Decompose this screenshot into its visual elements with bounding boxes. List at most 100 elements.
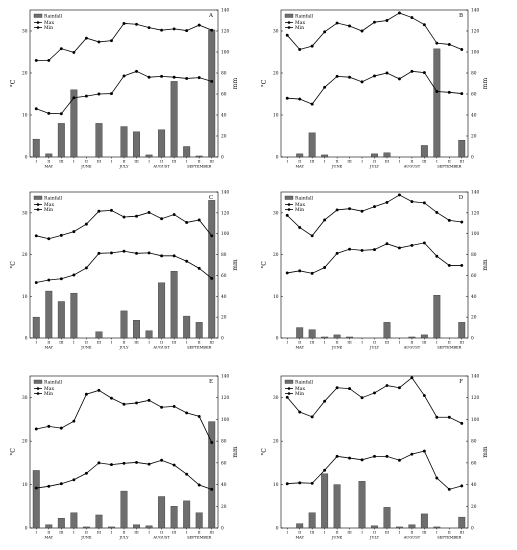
decade-label: I bbox=[36, 160, 38, 164]
decade-label: II bbox=[123, 531, 126, 535]
min-point bbox=[147, 251, 151, 255]
legend-rainfall-swatch bbox=[33, 195, 43, 200]
max-point bbox=[147, 398, 151, 402]
decade-label: II bbox=[47, 531, 50, 535]
decade-label: III bbox=[347, 531, 352, 535]
min-point bbox=[360, 458, 364, 462]
y-left-title: °C bbox=[10, 448, 17, 456]
max-point bbox=[97, 388, 101, 392]
decade-label: II bbox=[198, 531, 201, 535]
max-point bbox=[285, 395, 289, 399]
max-temperature-line bbox=[36, 23, 212, 61]
min-point bbox=[72, 96, 76, 100]
decade-label: I bbox=[186, 531, 188, 535]
decade-label: I bbox=[436, 160, 438, 164]
decade-label: III bbox=[97, 160, 102, 164]
max-temperature-line bbox=[286, 194, 462, 237]
legend-max-label: Max bbox=[44, 20, 54, 26]
decade-label: I bbox=[436, 341, 438, 345]
max-point bbox=[348, 24, 352, 28]
max-point bbox=[360, 29, 364, 33]
max-point bbox=[310, 234, 314, 238]
max-point bbox=[298, 410, 302, 414]
right-tick-label: 20 bbox=[221, 505, 227, 510]
max-point bbox=[47, 237, 51, 241]
max-point bbox=[360, 209, 364, 213]
legend-rainfall-swatch bbox=[33, 13, 43, 18]
decade-label: II bbox=[160, 531, 163, 535]
legend-max-marker bbox=[36, 203, 40, 206]
right-tick-label: 60 bbox=[471, 93, 477, 98]
rainfall-bar bbox=[170, 506, 178, 529]
right-tick-label: 140 bbox=[221, 191, 229, 196]
decade-label: II bbox=[373, 531, 376, 535]
max-point bbox=[285, 213, 289, 217]
legend-max-label: Max bbox=[295, 386, 305, 392]
left-tick-label: 20 bbox=[22, 72, 28, 77]
min-temperature-line bbox=[287, 242, 462, 274]
rainfall-bar bbox=[145, 154, 153, 158]
min-point bbox=[122, 74, 126, 78]
max-point bbox=[410, 200, 414, 204]
right-tick-label: 40 bbox=[471, 483, 477, 488]
month-label: SEPTEMBER bbox=[437, 346, 461, 350]
min-point bbox=[410, 452, 414, 456]
max-point bbox=[373, 391, 376, 395]
month-label: JULY bbox=[119, 346, 130, 350]
panel-letter: F bbox=[459, 379, 463, 385]
legend-max-marker bbox=[36, 21, 40, 24]
right-tick-label: 120 bbox=[221, 30, 229, 35]
left-tick-label: 10 bbox=[273, 114, 279, 119]
min-point bbox=[197, 76, 201, 80]
min-point bbox=[385, 242, 389, 246]
max-point bbox=[197, 414, 201, 418]
min-point bbox=[310, 271, 314, 275]
min-temperature-line bbox=[36, 250, 212, 283]
left-tick-label: 10 bbox=[273, 295, 279, 300]
decade-label: III bbox=[310, 341, 315, 345]
decade-label: II bbox=[160, 160, 163, 164]
month-label: MAY bbox=[295, 346, 304, 350]
left-tick-label: 0 bbox=[25, 337, 28, 342]
month-label: SEPTEMBER bbox=[187, 346, 211, 350]
max-point bbox=[110, 208, 113, 212]
max-point bbox=[348, 207, 352, 211]
rainfall-bar bbox=[57, 518, 65, 529]
right-tick-label: 120 bbox=[471, 396, 479, 401]
min-point bbox=[135, 251, 138, 255]
legend-rainfall-label: Rainfall bbox=[44, 195, 63, 201]
max-point bbox=[385, 200, 389, 204]
month-label: MAY bbox=[45, 536, 54, 540]
right-tick-label: 100 bbox=[471, 232, 479, 237]
decade-label: I bbox=[324, 531, 326, 535]
rainfall-bar bbox=[308, 329, 316, 339]
max-point bbox=[97, 40, 101, 44]
rainfall-bar bbox=[32, 316, 40, 339]
max-point bbox=[160, 28, 164, 32]
min-point bbox=[122, 249, 126, 253]
decade-label: II bbox=[47, 160, 50, 164]
rainfall-bar bbox=[333, 484, 341, 529]
rainfall-bar bbox=[333, 334, 341, 339]
max-point bbox=[84, 222, 88, 226]
decade-label: I bbox=[287, 160, 289, 164]
min-point bbox=[210, 487, 214, 491]
decade-label: III bbox=[310, 531, 315, 535]
decade-label: I bbox=[361, 531, 363, 535]
rainfall-bar bbox=[208, 29, 216, 158]
min-point bbox=[185, 472, 189, 476]
rainfall-bar bbox=[145, 525, 153, 529]
month-label: JUNE bbox=[331, 536, 343, 540]
decade-label: II bbox=[336, 531, 339, 535]
right-tick-label: 0 bbox=[471, 527, 474, 532]
month-label: JULY bbox=[369, 346, 380, 350]
decade-label: II bbox=[448, 531, 451, 535]
decade-label: III bbox=[385, 341, 390, 345]
decade-label: II bbox=[410, 531, 413, 535]
rainfall-bar bbox=[158, 129, 166, 158]
legend-rainfall-swatch bbox=[284, 379, 294, 384]
max-temperature-line bbox=[36, 209, 213, 240]
month-label: MAY bbox=[45, 346, 54, 350]
rainfall-bar bbox=[145, 330, 153, 339]
